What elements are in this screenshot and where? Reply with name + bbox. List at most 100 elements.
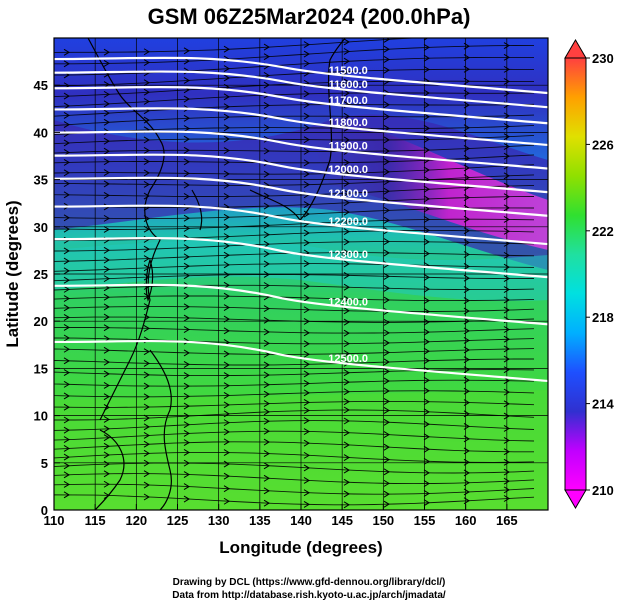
- streamline-arrow: [463, 337, 470, 344]
- streamline-arrow: [503, 263, 510, 271]
- streamline-arrow: [103, 169, 110, 177]
- streamline-arrow: [63, 257, 70, 265]
- streamline-arrow: [503, 425, 510, 432]
- streamline-arrow: [143, 147, 150, 154]
- x-tick-label: 130: [208, 513, 230, 528]
- colorbar-tick-label: 210: [592, 483, 614, 498]
- streamline-arrow: [223, 419, 230, 427]
- streamline-arrow: [463, 346, 470, 354]
- streamline-arrow: [463, 286, 470, 294]
- streamline-arrow: [303, 398, 310, 406]
- colorbar-tick-label: 218: [592, 310, 614, 325]
- streamline-arrow: [503, 251, 510, 259]
- streamline-arrow: [503, 227, 510, 235]
- streamline: [54, 263, 535, 272]
- streamline-arrow: [463, 194, 470, 201]
- streamline-arrow: [263, 400, 270, 407]
- streamline-arrow: [63, 169, 70, 177]
- streamline-arrow: [343, 490, 350, 498]
- streamline-arrow: [383, 329, 390, 337]
- streamline-arrow: [503, 345, 510, 353]
- streamline-arrow: [223, 391, 230, 399]
- streamline-arrow: [423, 124, 430, 132]
- streamline-arrow: [223, 74, 230, 82]
- streamline-arrow: [63, 426, 70, 434]
- y-tick-label: 10: [34, 409, 48, 424]
- colorbar-ticks: 210 214 218 222 226 230: [586, 51, 614, 498]
- streamline-arrow: [103, 324, 110, 332]
- streamline-arrow: [263, 328, 270, 336]
- streamline-arrow: [103, 303, 110, 311]
- streamline-arrow: [383, 147, 390, 155]
- streamline-arrow: [423, 285, 430, 293]
- streamline-arrow: [263, 474, 270, 482]
- streamline-arrow: [383, 500, 390, 508]
- y-axis-label: Latitude (degrees): [3, 200, 22, 347]
- streamline-arrow: [343, 48, 350, 55]
- streamline: [54, 241, 535, 252]
- streamline-arrow: [223, 261, 230, 269]
- streamline-arrow: [383, 318, 390, 326]
- streamline-arrow: [143, 459, 150, 467]
- streamline-arrow: [303, 489, 310, 497]
- streamline-arrow: [63, 380, 70, 388]
- streamline-arrow: [343, 340, 350, 348]
- streamline-arrow: [343, 179, 350, 187]
- streamline-arrow: [183, 77, 190, 84]
- streamline-arrow: [343, 318, 350, 326]
- streamline-arrow: [463, 263, 470, 270]
- streamline-arrow: [103, 180, 110, 188]
- streamline-arrow: [143, 158, 150, 165]
- streamline-arrow: [183, 181, 190, 189]
- streamline-arrow: [383, 468, 390, 476]
- streamline-arrow: [423, 376, 430, 384]
- streamline-arrow: [183, 495, 190, 503]
- streamline-arrow: [143, 324, 150, 332]
- credit-drawing: Drawing by DCL (https://www.gfd-dennou.o…: [173, 577, 446, 588]
- streamline-arrow: [143, 88, 150, 96]
- streamline-arrow: [223, 410, 230, 418]
- streamline-arrow: [423, 328, 430, 336]
- streamline-arrow: [423, 135, 430, 143]
- streamline-arrow: [63, 369, 70, 377]
- streamline: [54, 409, 535, 421]
- streamline-arrow: [263, 102, 270, 109]
- streamline-arrow: [463, 497, 470, 505]
- streamline-arrow: [63, 180, 70, 188]
- y-tick-label: 35: [34, 173, 48, 188]
- streamline-arrow: [303, 428, 310, 435]
- streamline-arrow: [63, 403, 70, 411]
- streamline-arrow: [63, 214, 70, 222]
- streamline-arrow: [183, 158, 190, 166]
- streamline-arrow: [223, 65, 230, 73]
- streamline-arrow: [463, 356, 470, 364]
- streamline-arrow: [63, 276, 70, 284]
- streamline-arrow: [503, 65, 510, 73]
- streamline-arrow: [263, 221, 270, 229]
- streamline-arrow: [383, 45, 390, 53]
- streamline-arrow: [423, 408, 430, 416]
- streamline-arrow: [503, 216, 510, 223]
- x-tick-label: 155: [414, 513, 436, 528]
- streamline-arrow: [343, 417, 350, 425]
- streamline-arrow: [463, 227, 470, 235]
- streamline-arrow: [503, 366, 510, 374]
- streamline-arrow: [183, 314, 190, 322]
- streamline-arrow: [303, 329, 310, 337]
- streamline-arrow: [463, 239, 470, 246]
- streamline-arrow: [463, 65, 470, 73]
- colorbar-tick-label: 222: [592, 224, 614, 239]
- streamline-arrow: [223, 213, 230, 221]
- streamline-arrow: [63, 191, 70, 199]
- streamline-arrow: [263, 316, 270, 324]
- streamline-arrow: [103, 81, 110, 88]
- streamline-arrow: [343, 136, 350, 144]
- streamline-arrow: [423, 113, 430, 121]
- streamline-arrow: [263, 192, 270, 200]
- streamline-arrow: [143, 493, 150, 501]
- streamline-arrow: [503, 412, 510, 420]
- streamline: [54, 451, 535, 463]
- streamline-arrow: [383, 187, 390, 195]
- streamline-arrow: [143, 255, 150, 262]
- streamline-arrow: [383, 296, 390, 304]
